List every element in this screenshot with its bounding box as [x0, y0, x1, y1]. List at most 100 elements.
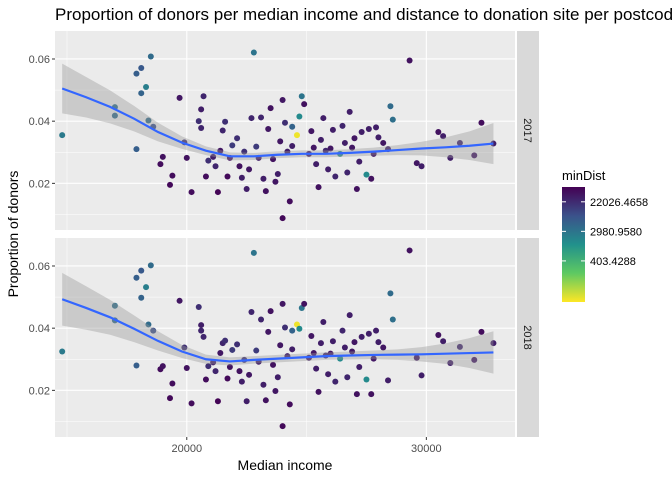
- smooth-line: [61, 87, 494, 158]
- data-point: [478, 119, 485, 126]
- data-point: [368, 175, 375, 182]
- data-point: [293, 132, 300, 139]
- data-point: [344, 374, 351, 381]
- confidence-ribbon: [62, 63, 494, 165]
- data-point: [284, 148, 291, 155]
- data-point: [375, 339, 382, 346]
- data-point: [440, 338, 447, 345]
- data-point: [253, 143, 260, 150]
- data-point: [258, 114, 265, 121]
- data-point: [406, 57, 413, 64]
- data-point: [282, 119, 288, 126]
- data-point: [380, 344, 387, 351]
- data-point: [200, 333, 207, 340]
- data-point: [353, 185, 360, 192]
- data-point: [224, 375, 231, 382]
- data-point: [169, 380, 176, 387]
- data-point: [435, 129, 442, 136]
- y-tick-label: 0.06: [29, 54, 50, 66]
- data-point: [198, 125, 205, 132]
- data-point: [243, 185, 250, 192]
- data-point: [183, 154, 190, 161]
- data-point: [296, 113, 303, 120]
- data-point: [296, 325, 303, 332]
- legend-break-label: 2980.9580: [590, 226, 642, 238]
- data-point: [356, 158, 363, 165]
- data-point: [143, 83, 150, 90]
- data-point: [380, 139, 387, 146]
- panel-background: [55, 31, 515, 230]
- y-tick-label: 0.06: [29, 261, 50, 273]
- y-tick-label: 0.04: [29, 116, 50, 128]
- data-point: [329, 338, 336, 345]
- data-point: [373, 327, 380, 334]
- data-point: [317, 340, 324, 347]
- data-point: [406, 247, 413, 254]
- data-point: [212, 163, 219, 170]
- data-point: [159, 153, 166, 160]
- y-tick-label: 0.02: [29, 178, 50, 190]
- data-point: [265, 328, 272, 335]
- data-point: [418, 372, 425, 379]
- data-point: [133, 274, 140, 281]
- data-point: [418, 163, 425, 170]
- data-point: [301, 300, 308, 307]
- data-point: [279, 215, 286, 222]
- data-point: [167, 181, 173, 188]
- data-point: [389, 116, 396, 123]
- data-point: [272, 387, 279, 394]
- data-point: [365, 330, 372, 337]
- data-point: [375, 134, 382, 141]
- data-point: [490, 340, 497, 347]
- chart-title: Proportion of donors per median income a…: [55, 5, 672, 24]
- data-point: [270, 156, 277, 163]
- data-point: [246, 371, 253, 378]
- y-tick-label: 0.02: [29, 385, 50, 397]
- data-point: [387, 290, 394, 297]
- data-point: [169, 172, 176, 179]
- data-point: [222, 337, 229, 344]
- data-point: [447, 359, 454, 366]
- legend-break-label: 403.4288: [590, 256, 636, 268]
- data-point: [279, 300, 286, 307]
- data-point: [159, 363, 166, 370]
- data-point: [368, 391, 375, 398]
- data-point: [195, 304, 202, 311]
- data-point: [471, 356, 478, 363]
- data-point: [224, 173, 231, 180]
- data-point: [373, 124, 380, 131]
- x-axis: 20000 30000: [171, 437, 442, 455]
- data-point: [478, 328, 485, 335]
- data-point: [138, 294, 145, 301]
- data-point: [387, 103, 394, 110]
- data-point: [456, 343, 463, 350]
- facet-strip-label: 2018: [521, 325, 533, 349]
- x-axis-title: Median income: [238, 457, 333, 473]
- data-point: [260, 381, 267, 388]
- data-point: [157, 161, 164, 168]
- data-point: [133, 146, 140, 153]
- data-point: [289, 143, 296, 150]
- data-point: [258, 316, 265, 323]
- data-point: [267, 308, 274, 315]
- data-point: [229, 142, 236, 149]
- data-point: [346, 108, 353, 115]
- x-tick-label: 20000: [171, 443, 202, 455]
- data-point: [339, 327, 346, 334]
- data-point: [277, 138, 284, 145]
- data-point: [147, 262, 154, 269]
- data-point: [243, 398, 250, 405]
- facet-panel-2017: 0.02 0.04 0.06 2017: [29, 31, 539, 230]
- data-point: [325, 166, 332, 173]
- data-point: [214, 398, 221, 405]
- data-point: [349, 348, 356, 355]
- data-point: [317, 136, 324, 143]
- data-point: [308, 332, 315, 339]
- facet-strip: [517, 31, 539, 230]
- facet-strip-label: 2017: [521, 118, 533, 142]
- data-point: [248, 115, 255, 122]
- data-point: [289, 123, 296, 130]
- data-point: [145, 117, 152, 124]
- data-point: [147, 53, 154, 60]
- data-point: [274, 171, 281, 178]
